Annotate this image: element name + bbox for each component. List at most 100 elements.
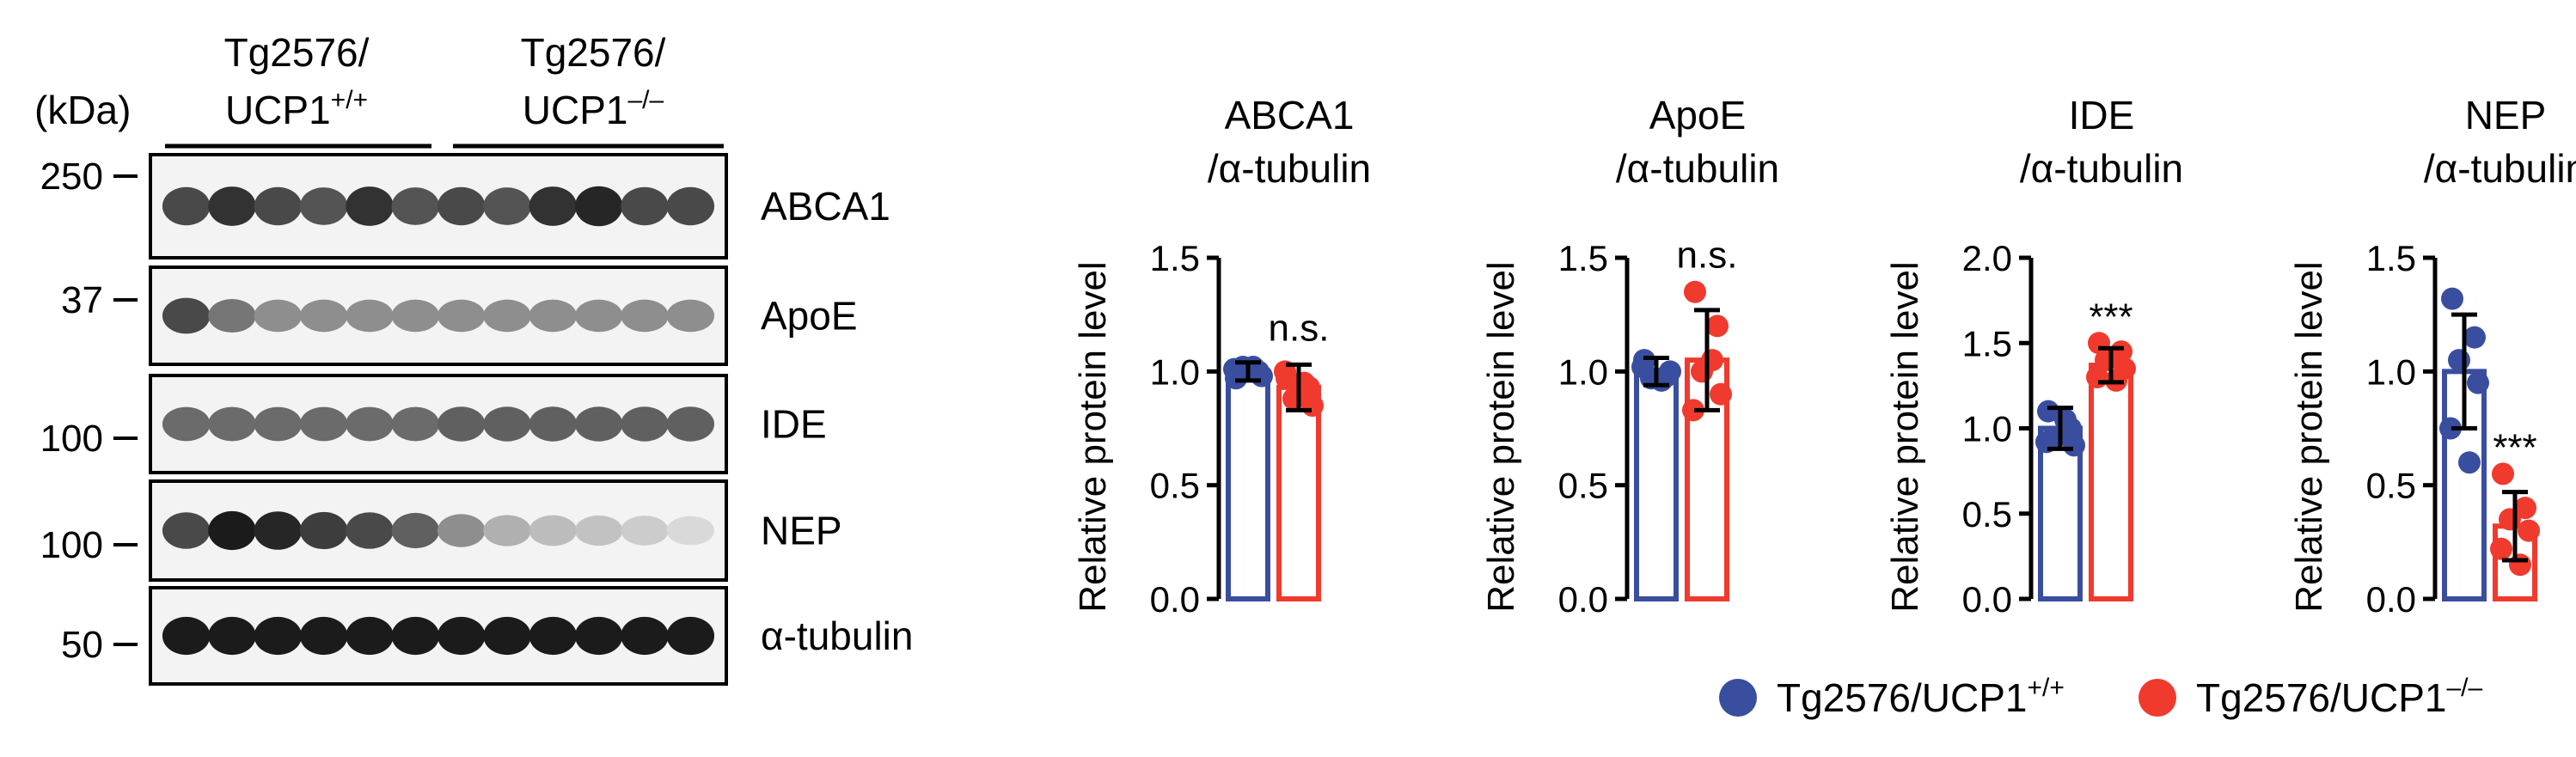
y-tick-label: 0.0 — [1150, 579, 1200, 620]
blot-band — [391, 187, 440, 225]
y-axis-label: Relative protein level — [2288, 261, 2330, 612]
blot-band — [437, 406, 486, 442]
data-point — [2467, 371, 2489, 394]
blot-band — [299, 299, 348, 333]
y-tick-label: 0.0 — [2366, 579, 2416, 620]
blot-nep — [149, 479, 728, 582]
blot-band — [621, 516, 669, 546]
blot-band — [437, 186, 486, 226]
y-tick-label: 0.5 — [1558, 466, 1608, 506]
marker-label: 50 — [61, 624, 103, 666]
blot-band — [483, 299, 531, 333]
chart-title-line2: /α-tubulin — [2020, 146, 2183, 191]
data-point — [2463, 326, 2486, 349]
chart-title-line2: /α-tubulin — [2424, 146, 2576, 191]
group1-label-line1: Tg2576/ — [224, 30, 370, 75]
data-point — [1242, 356, 1264, 379]
blot-band — [621, 299, 669, 333]
western-blot-panel: (kDa) Tg2576/ UCP1+/+ Tg2576/ UCP1–/– 25… — [34, 30, 913, 686]
data-point — [1650, 369, 1673, 392]
data-point — [2063, 434, 2085, 457]
blot-band — [254, 299, 303, 333]
group2-label-line2: UCP1–/– — [523, 86, 664, 132]
y-tick-label: 1.5 — [2366, 238, 2416, 278]
blot-band — [437, 514, 486, 547]
blot-band — [208, 616, 256, 656]
data-point — [1631, 356, 1654, 379]
blot-band — [574, 515, 623, 546]
y-tick-label: 0.0 — [1558, 579, 1608, 620]
blot-band — [299, 406, 348, 442]
y-tick-label: 0.5 — [2366, 466, 2416, 506]
bar-ucp1-ko — [1276, 384, 1321, 601]
blot-band — [346, 299, 394, 333]
blot-band — [529, 299, 578, 333]
blot-band — [254, 406, 303, 442]
blot-band — [208, 406, 256, 442]
blot-band — [483, 187, 531, 225]
chart-nep: NEP/α-tubulin 0.0 0.5 1.0 1.5 Relative protei… — [2288, 93, 2576, 620]
marker-label: 250 — [40, 156, 103, 198]
blot-band — [666, 186, 715, 226]
chart-title-line2: /α-tubulin — [1208, 146, 1371, 191]
legend-label: Tg2576/UCP1+/+ — [1777, 674, 2065, 720]
data-point — [1710, 382, 1732, 406]
blot-band — [483, 406, 531, 442]
significance-label: n.s. — [1269, 307, 1330, 349]
y-tick-label: 1.0 — [2366, 351, 2416, 392]
chart-apoe: ApoE/α-tubulin 0.0 0.5 1.0 1.5 Relative prote… — [1480, 93, 1779, 620]
blot-band — [391, 406, 440, 442]
blot-label-nep: NEP — [761, 509, 842, 553]
legend-marker — [2139, 679, 2176, 717]
blot-band — [346, 186, 394, 226]
y-axis-label: Relative protein level — [1480, 261, 1522, 612]
y-tick-label: 2.0 — [1962, 238, 2012, 278]
blot-band — [346, 512, 394, 549]
group1-label-line2: UCP1+/+ — [225, 86, 368, 132]
blot-band — [208, 510, 256, 551]
data-point — [2086, 365, 2108, 388]
group1-genotype-superscript: +/+ — [331, 86, 368, 114]
blot-band — [254, 511, 303, 550]
legend-label: Tg2576/UCP1–/– — [2196, 674, 2483, 720]
blot-tubulin — [149, 586, 728, 686]
data-point — [2509, 553, 2531, 577]
data-point — [2492, 462, 2514, 485]
chart-title-line2: /α-tubulin — [1616, 146, 1779, 191]
data-point — [1701, 349, 1723, 372]
blot-band — [666, 616, 715, 656]
blot-band — [574, 299, 623, 333]
chart-ide: IDE/α-tubulin 0.0 0.5 1.0 1.5 2.0 Relative pro… — [1884, 93, 2183, 620]
blot-band — [574, 406, 623, 442]
chart-title-line1: ABCA1 — [1225, 93, 1355, 137]
bar-charts: ABCA1/α-tubulin 0.0 0.5 1.0 1.5 Relative prot… — [1072, 93, 2576, 620]
blot-strips: 250 ABCA1 37 ApoE 100 IDE 100 NEP 50 α-tubulin — [40, 153, 913, 686]
blot-label-ide: IDE — [761, 402, 827, 447]
blot-ide — [149, 374, 728, 474]
blot-band — [529, 186, 578, 226]
y-tick-label: 1.0 — [1150, 351, 1200, 392]
blot-band — [162, 406, 211, 442]
blot-band — [666, 299, 715, 333]
legend-item-ucp1-ko: Tg2576/UCP1–/– — [2139, 674, 2483, 720]
blot-band — [299, 616, 348, 656]
y-tick-label: 1.5 — [1558, 238, 1608, 278]
y-tick-label: 1.0 — [1558, 351, 1608, 392]
blot-band — [162, 512, 211, 549]
blot-band — [299, 511, 348, 550]
blot-band — [529, 406, 578, 442]
chart-title-line1: NEP — [2465, 93, 2547, 137]
blot-label-apoe: ApoE — [761, 294, 858, 339]
bar-ucp1-ko — [2089, 363, 2133, 601]
y-axis-label: Relative protein level — [1884, 261, 1926, 612]
blot-band — [666, 406, 715, 442]
data-point — [2441, 287, 2463, 310]
group2-genotype-superscript: –/– — [628, 86, 664, 114]
data-point — [1301, 394, 1324, 418]
blot-band — [254, 616, 303, 656]
blot-band — [437, 616, 486, 656]
data-point — [1682, 399, 1704, 422]
marker-label: 100 — [40, 524, 103, 566]
data-point — [2458, 451, 2481, 474]
